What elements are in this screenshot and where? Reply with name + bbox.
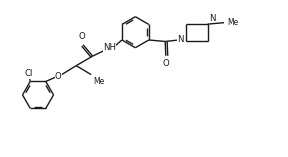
Text: Me: Me: [93, 77, 104, 86]
Text: O: O: [162, 59, 169, 68]
Text: O: O: [55, 72, 62, 81]
Text: N: N: [209, 14, 216, 23]
Text: Cl: Cl: [24, 69, 33, 78]
Text: O: O: [79, 32, 85, 41]
Text: NH: NH: [103, 43, 116, 52]
Text: Me: Me: [227, 18, 238, 27]
Text: N: N: [177, 35, 184, 44]
